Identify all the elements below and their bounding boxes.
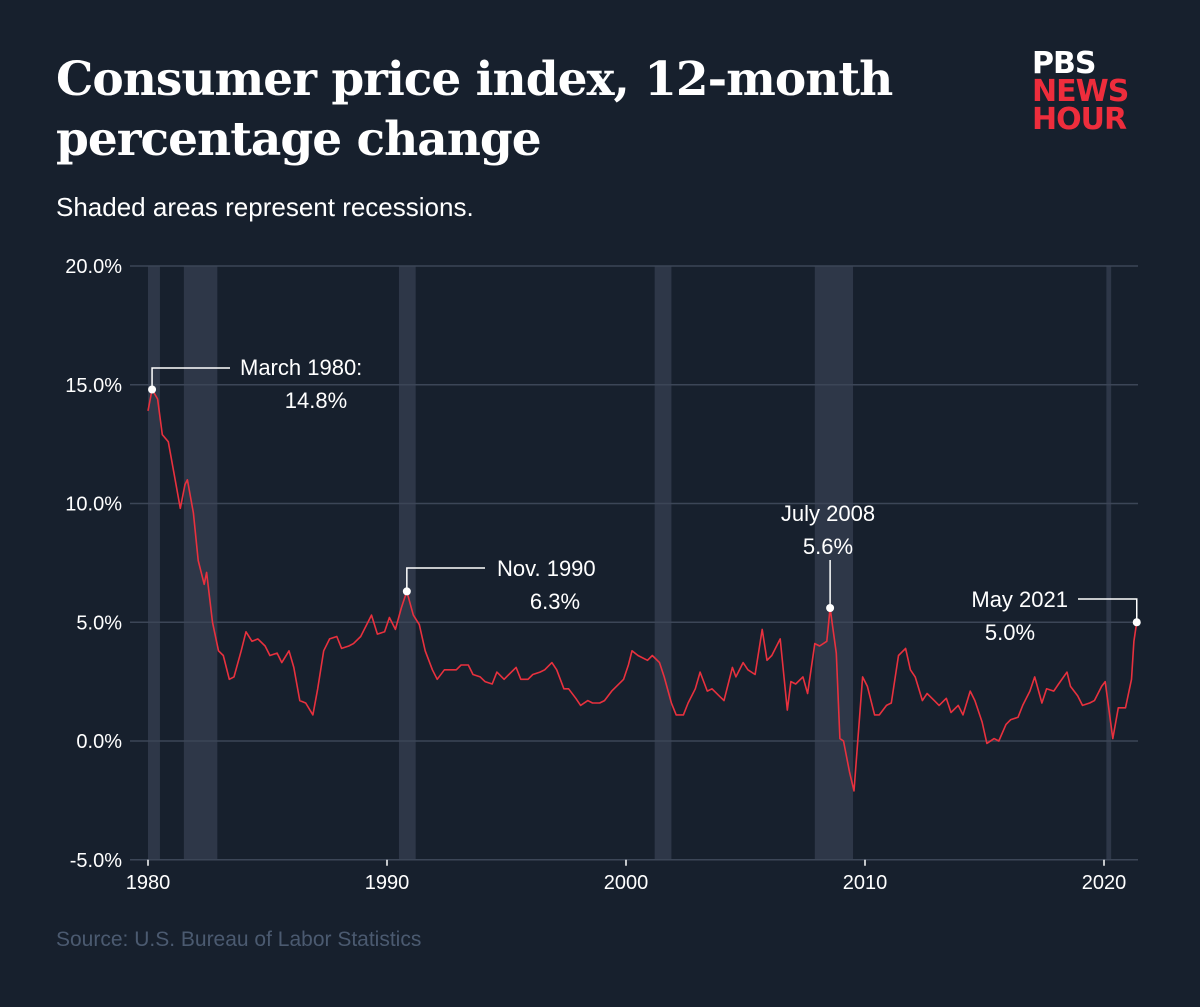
y-tick-label: -5.0% bbox=[70, 850, 122, 872]
annotation-label: May 2021 bbox=[971, 587, 1068, 612]
recession-band bbox=[398, 266, 416, 860]
cpi-series-line bbox=[147, 388, 1138, 792]
recession-band bbox=[148, 266, 160, 860]
annotation-label: Nov. 1990 bbox=[497, 556, 596, 581]
annotation-dot bbox=[826, 604, 835, 612]
recession-band bbox=[654, 266, 672, 860]
chart-subtitle: Shaded areas represent recessions. bbox=[56, 192, 474, 222]
annotation-leader bbox=[151, 367, 230, 390]
y-tick-label: 15.0% bbox=[65, 375, 122, 397]
recession-band bbox=[814, 266, 854, 860]
y-tick-label: 5.0% bbox=[76, 612, 122, 634]
annotation-dot bbox=[402, 587, 411, 596]
annotation-label: July 2008 bbox=[781, 501, 875, 526]
annotation-value: 14.8% bbox=[285, 388, 347, 413]
recession-band bbox=[1106, 266, 1112, 860]
x-tick-label: 2000 bbox=[604, 872, 649, 894]
annotation-value: 6.3% bbox=[530, 589, 580, 614]
x-tick-label: 2010 bbox=[843, 872, 888, 894]
annotation-dot bbox=[148, 385, 157, 394]
logo-news: NEWS bbox=[1032, 74, 1129, 109]
recession-band bbox=[183, 266, 218, 860]
source-note: Source: U.S. Bureau of Labor Statistics bbox=[56, 928, 422, 951]
logo-hour: HOUR bbox=[1032, 102, 1127, 137]
x-tick-label: 1980 bbox=[126, 872, 171, 894]
y-tick-label: 0.0% bbox=[76, 731, 122, 753]
chart-title: Consumer price index, 12-month percentag… bbox=[56, 52, 893, 167]
y-tick-label: 10.0% bbox=[65, 494, 122, 516]
logo-pbs: PBS bbox=[1032, 46, 1096, 81]
x-tick-label: 2020 bbox=[1082, 872, 1127, 894]
annotation-value: 5.6% bbox=[803, 534, 853, 559]
x-tick-label: 1990 bbox=[365, 872, 410, 894]
annotation-leader bbox=[406, 567, 485, 592]
annotation-label: March 1980: bbox=[240, 355, 362, 380]
annotation-dot bbox=[1132, 618, 1141, 627]
y-tick-label: 20.0% bbox=[65, 256, 122, 278]
annotation-leader bbox=[1078, 598, 1138, 623]
pbs-newshour-logo: PBS NEWS HOUR bbox=[1032, 46, 1129, 137]
annotation-value: 5.0% bbox=[985, 620, 1035, 645]
